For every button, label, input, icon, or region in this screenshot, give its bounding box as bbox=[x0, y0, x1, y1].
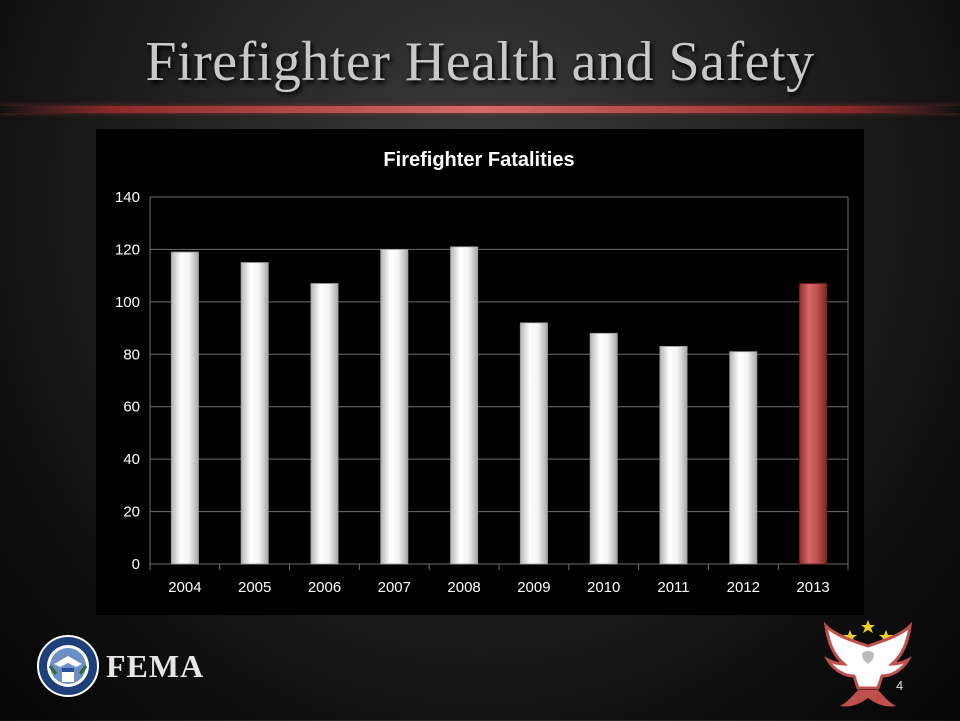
x-tick-label: 2013 bbox=[796, 579, 829, 596]
bar-2005 bbox=[240, 262, 269, 565]
slide-title: Firefighter Health and Safety bbox=[145, 31, 815, 93]
bar-2006 bbox=[310, 283, 339, 565]
x-tick-label: 2004 bbox=[168, 579, 201, 596]
bar-2011 bbox=[659, 346, 688, 565]
y-tick-label: 20 bbox=[123, 504, 140, 521]
y-tick-label: 0 bbox=[132, 556, 140, 573]
x-tick-label: 2007 bbox=[378, 579, 411, 596]
bar-2004 bbox=[170, 251, 199, 565]
bar-2012 bbox=[729, 351, 758, 565]
y-tick-label: 120 bbox=[115, 241, 140, 258]
chart-title: Firefighter Fatalities bbox=[383, 149, 574, 171]
bar-2007 bbox=[380, 249, 409, 565]
fema-wordmark: FEMA bbox=[106, 648, 205, 684]
y-tick-label: 60 bbox=[123, 399, 140, 416]
fema-logo bbox=[36, 634, 226, 698]
x-tick-label: 2010 bbox=[587, 579, 620, 596]
bar-2010 bbox=[589, 332, 618, 565]
y-tick-label: 40 bbox=[123, 451, 140, 468]
dhs-seal-icon bbox=[37, 635, 99, 697]
y-tick-label: 100 bbox=[115, 294, 140, 311]
eagle-emblem bbox=[818, 610, 918, 716]
chart-panel: Firefighter Fatalities 0 20 40 60 80 100 120 14… bbox=[96, 129, 864, 615]
bar-2013 bbox=[799, 283, 828, 565]
x-tick-label: 2005 bbox=[238, 579, 271, 596]
y-tick-label: 140 bbox=[115, 189, 140, 206]
bar-2009 bbox=[519, 322, 548, 565]
x-tick-label: 2011 bbox=[657, 579, 689, 596]
x-tick-label: 2009 bbox=[517, 579, 550, 596]
title-divider bbox=[0, 106, 960, 113]
x-tick-label: 2012 bbox=[727, 579, 760, 596]
y-tick-label: 80 bbox=[123, 346, 140, 363]
eagle-icon bbox=[823, 620, 913, 707]
bar-chart: Firefighter Fatalities 0 20 40 60 80 100 120 14… bbox=[115, 149, 849, 596]
bar-2008 bbox=[450, 246, 479, 565]
slide-number: 4 bbox=[896, 678, 904, 693]
x-tick-label: 2008 bbox=[447, 579, 480, 596]
x-tick-label: 2006 bbox=[308, 579, 341, 596]
